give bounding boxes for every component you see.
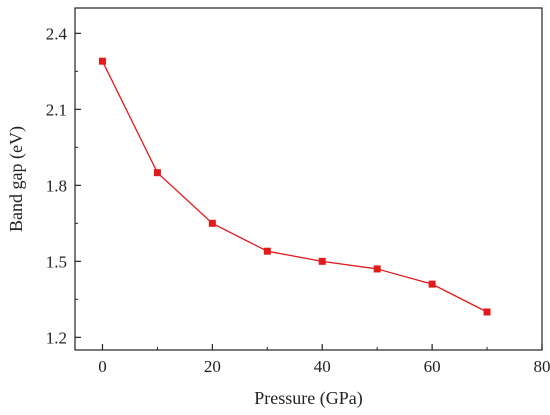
x-tick-label: 60 [424, 357, 441, 376]
y-tick-label: 1.2 [46, 328, 67, 347]
y-tick-label: 2.1 [46, 100, 67, 119]
x-tick-label: 20 [204, 357, 221, 376]
data-point [98, 57, 106, 65]
series-layer [98, 57, 491, 316]
plot-layer [74, 7, 543, 351]
y-tick-label: 1.8 [46, 176, 67, 195]
x-tick-label: 40 [314, 357, 331, 376]
plot-frame [74, 7, 543, 351]
data-point [373, 265, 381, 273]
y-tick-label: 2.4 [46, 24, 68, 43]
x-tick-label: 80 [534, 357, 550, 376]
data-point [263, 247, 271, 255]
x-axis-title: Pressure (GPa) [254, 388, 362, 409]
data-point [318, 257, 326, 265]
data-point [428, 280, 436, 288]
x-tick-label: 0 [98, 357, 107, 376]
data-point [208, 219, 216, 227]
series-line [101, 60, 488, 313]
axis-layer: 0 20 40 60 80 1.2 1.5 1.8 2.1 2.4 [46, 24, 550, 376]
y-axis-title: Band gap (eV) [6, 126, 27, 232]
data-point [153, 169, 161, 177]
y-tick-label: 1.5 [46, 252, 67, 271]
data-point [483, 308, 491, 316]
